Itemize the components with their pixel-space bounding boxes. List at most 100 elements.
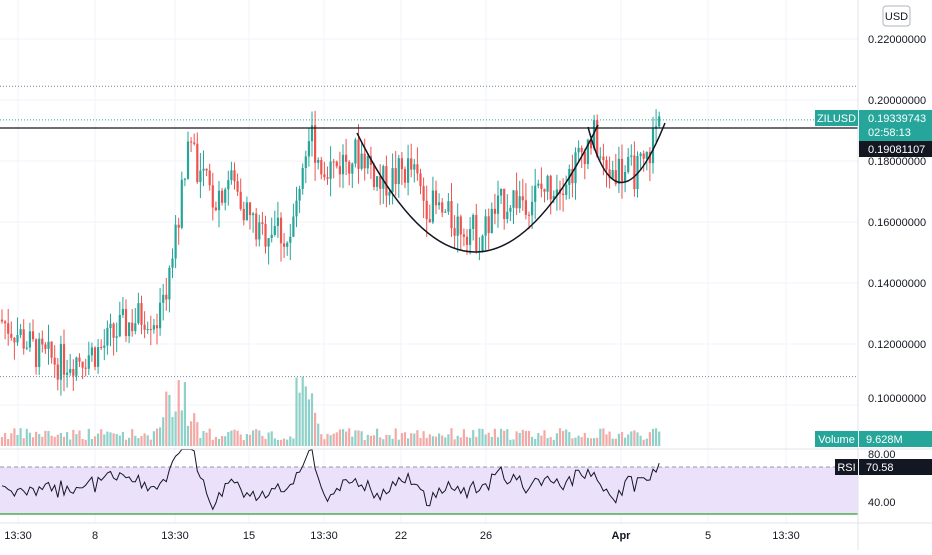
volume-bar: [283, 438, 286, 446]
candle-body: [267, 238, 270, 247]
candle-body: [62, 344, 66, 375]
candle-body: [90, 347, 93, 356]
volume-bar: [484, 434, 487, 446]
volume-bar: [140, 436, 143, 446]
candle-body: [410, 158, 413, 170]
candle-body: [128, 322, 131, 337]
candle-body: [345, 154, 348, 162]
volume-bar: [527, 430, 531, 446]
candle-body: [469, 229, 472, 245]
volume-bar: [128, 437, 131, 446]
volume-bar: [357, 430, 360, 446]
volume-bar: [341, 429, 345, 446]
volume-bar: [326, 433, 329, 446]
price-tick: 0.16000000: [868, 217, 926, 229]
volume-bar: [233, 429, 236, 446]
candle-body: [363, 153, 366, 169]
candle-body: [131, 322, 134, 332]
volume-bar: [397, 439, 400, 446]
volume-bar: [438, 433, 441, 446]
candle-body: [50, 341, 53, 358]
volume-bar: [279, 439, 283, 446]
candle-body: [490, 208, 493, 234]
volume-bar: [4, 432, 7, 446]
volume-bar: [245, 434, 248, 446]
candle-body: [614, 170, 617, 184]
candle-body: [84, 367, 87, 369]
rsi-tick: 80.00: [868, 449, 896, 461]
candle-body: [586, 139, 589, 165]
volume-bar: [227, 431, 230, 446]
volume-bar: [534, 438, 537, 446]
candle-body: [314, 125, 317, 163]
volume-bar: [332, 433, 335, 446]
candle-body: [81, 361, 84, 368]
candle-body: [571, 168, 574, 184]
volume-bar: [317, 423, 320, 446]
candle-body: [537, 183, 540, 186]
volume-bar: [69, 439, 72, 446]
candle-body: [31, 331, 35, 340]
time-axis: 13:30 8 13:30 15 13:30 22 26 Apr 5 13:30: [4, 530, 800, 542]
volume-bar: [388, 435, 391, 446]
volume-bar: [487, 432, 490, 446]
candle-body: [627, 156, 630, 172]
candle-body: [174, 224, 177, 259]
candle-body: [357, 139, 360, 169]
candle-body: [385, 166, 388, 196]
candle-body: [4, 321, 7, 324]
cup-and-handle-drawing[interactable]: [356, 122, 666, 253]
handle-curve: [587, 122, 666, 184]
volume-bar: [146, 435, 149, 446]
volume-bar: [196, 422, 199, 446]
candle-body: [193, 142, 196, 144]
volume-bar: [562, 430, 565, 446]
candle-body: [286, 242, 289, 247]
time-tick: 8: [92, 530, 98, 542]
candle-body: [146, 329, 149, 331]
volume-bar: [515, 431, 518, 446]
currency-button[interactable]: USD: [882, 5, 911, 27]
volume-bar: [608, 431, 611, 446]
volume-bar: [363, 439, 366, 446]
volume-bar: [416, 430, 419, 446]
candle-body: [304, 156, 307, 168]
candle-body: [258, 222, 261, 240]
candle-body: [159, 302, 162, 329]
candle-body: [28, 331, 31, 348]
candle-body: [549, 175, 552, 200]
resistance-price: 0.19081107: [868, 144, 925, 156]
volume-bar: [568, 432, 571, 446]
volume-bar: [35, 431, 38, 446]
volume-bar: [10, 433, 13, 446]
horizontal-levels: [0, 85, 858, 378]
candle-body: [47, 341, 50, 349]
volume-bar: [59, 432, 62, 446]
volume-bar: [171, 417, 174, 446]
volume-bar: [310, 393, 314, 446]
candle-body: [382, 166, 385, 189]
candle-body: [171, 258, 174, 268]
volume-bar: [100, 429, 103, 446]
volume-bar: [614, 438, 617, 446]
candle-body: [87, 355, 90, 369]
candle-body: [38, 338, 41, 368]
volume-bar: [360, 431, 363, 446]
volume-bar: [186, 425, 190, 446]
volume-bar: [546, 438, 549, 446]
volume-bar: [472, 430, 475, 446]
candle-body: [441, 202, 444, 213]
volume-bar: [180, 410, 183, 446]
rsi-name: RSI: [837, 462, 855, 474]
candle-body: [642, 153, 645, 159]
candle-body: [289, 236, 292, 243]
candle-body: [472, 214, 475, 230]
candle-body: [648, 151, 651, 164]
volume-bar: [106, 431, 109, 446]
volume-bar: [391, 438, 394, 446]
volume-bar: [298, 392, 301, 446]
candle-body: [403, 169, 407, 183]
candle-body: [165, 294, 168, 300]
